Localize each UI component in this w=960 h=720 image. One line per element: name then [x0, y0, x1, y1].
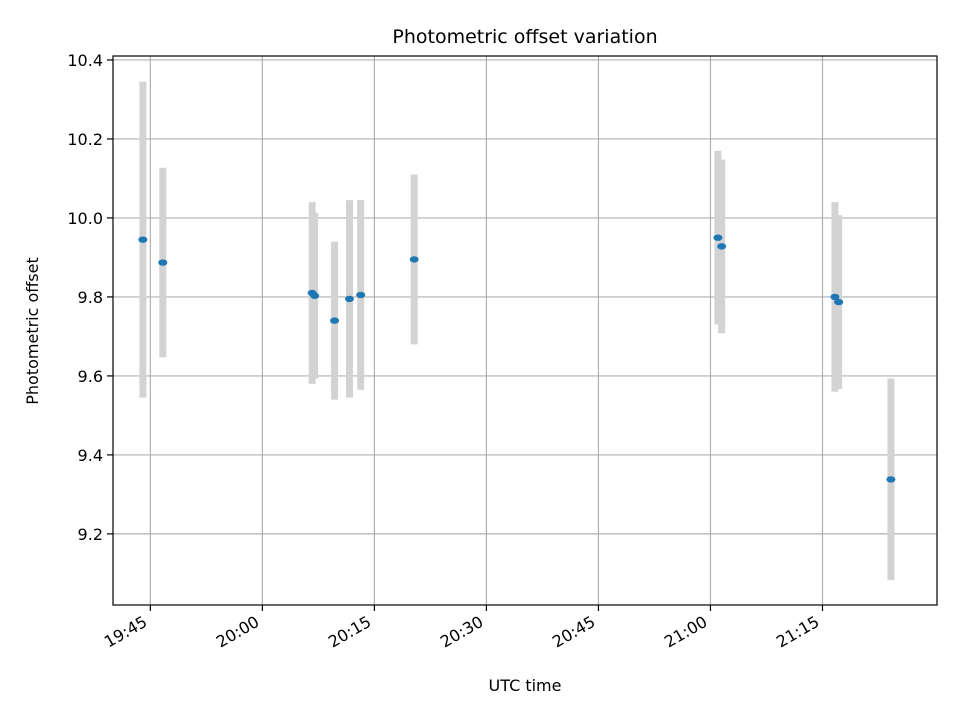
chart-title: Photometric offset variation — [392, 26, 657, 48]
grid — [113, 56, 937, 605]
y-tick-label: 10.4 — [67, 51, 103, 70]
y-tick-label: 10.2 — [67, 130, 103, 149]
data-point — [834, 298, 844, 306]
data-point — [138, 236, 148, 243]
data-point — [830, 293, 840, 301]
data-points — [138, 234, 896, 483]
data-point — [344, 295, 354, 303]
data-point — [886, 476, 896, 483]
x-axis-title: UTC time — [489, 676, 562, 695]
data-point — [310, 292, 320, 299]
y-tick-label: 9.6 — [78, 367, 103, 386]
y-tick-label: 9.8 — [78, 288, 103, 307]
y-tick-label: 9.2 — [78, 525, 103, 544]
data-point — [330, 317, 340, 324]
y-tick-label: 9.4 — [78, 446, 103, 465]
data-point — [356, 291, 366, 299]
y-axis-title: Photometric offset — [23, 257, 42, 405]
y-tick-label: 10.0 — [67, 209, 103, 228]
plot-frame — [112, 55, 938, 606]
data-point — [713, 234, 723, 241]
data-point — [409, 256, 419, 263]
y-axis-ticks: 9.2 9.4 9.6 9.8 10.0 10.2 10.4 — [67, 51, 113, 544]
data-point — [158, 259, 168, 266]
data-point — [717, 243, 727, 250]
